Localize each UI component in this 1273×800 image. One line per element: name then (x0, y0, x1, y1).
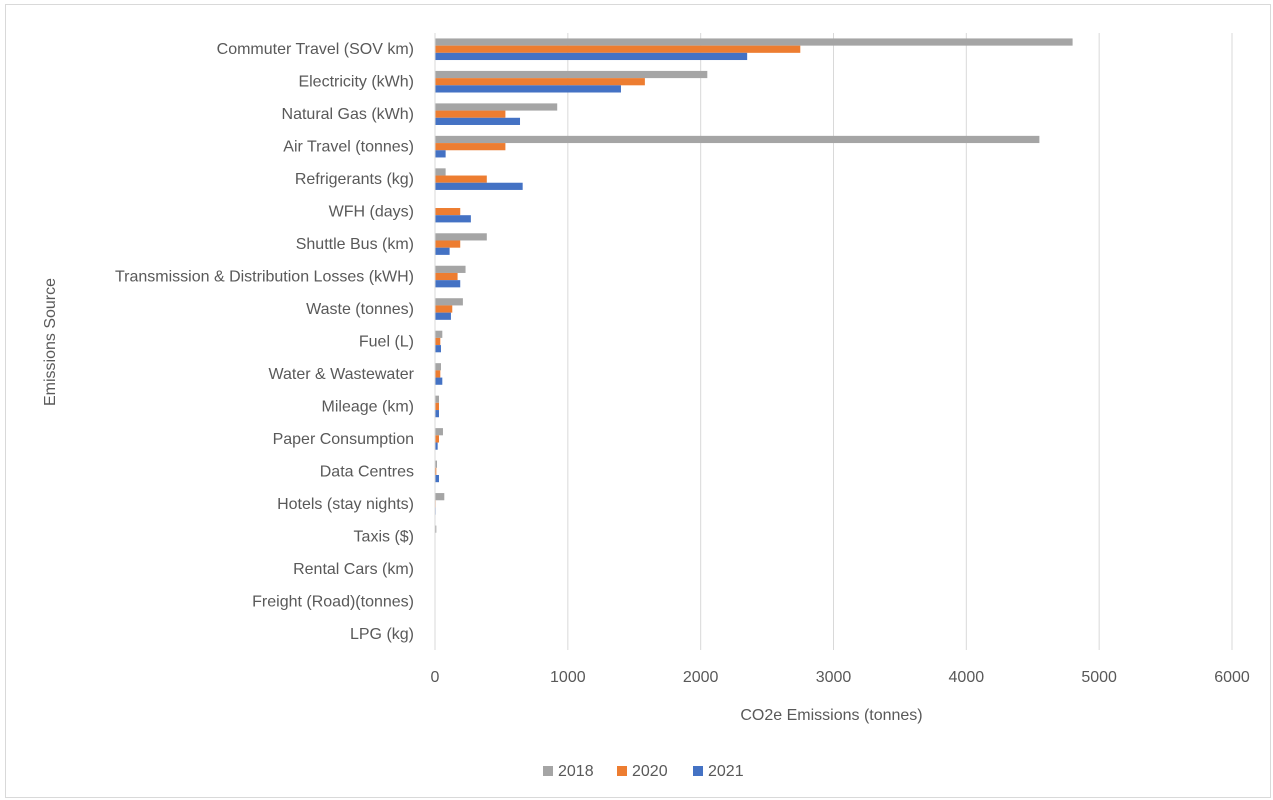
bar-2018 (435, 330, 443, 338)
bar-2018 (435, 460, 437, 468)
x-tick-labels: 0 1000 2000 3000 4000 5000 6000 (431, 669, 1250, 686)
category-label: Electricity (kWh) (298, 74, 414, 91)
x-tick-label: 6000 (1214, 669, 1250, 686)
bar-2021 (435, 377, 443, 385)
bar-2021 (435, 215, 471, 223)
bar-2018 (435, 428, 443, 436)
category-label: Paper Consumption (273, 431, 414, 448)
legend-label-2018: 2018 (558, 763, 594, 780)
category-label: Fuel (L) (359, 334, 414, 351)
category-label: Mileage (km) (322, 398, 414, 415)
bar-2020 (435, 402, 439, 411)
bar-2020 (435, 208, 461, 216)
category-labels: Commuter Travel (SOV km) Electricity (kWh… (115, 41, 415, 643)
bar-2021 (435, 85, 621, 93)
category-label: Commuter Travel (SOV km) (217, 41, 414, 58)
bar-2020 (435, 370, 441, 378)
x-tick-label: 0 (431, 669, 440, 686)
bar-2021 (435, 182, 523, 190)
bar-2018 (435, 525, 437, 533)
category-label: LPG (kg) (350, 626, 414, 643)
x-tick-label: 5000 (1081, 669, 1117, 686)
bar-2020 (435, 45, 801, 53)
bar-2020 (435, 175, 487, 183)
bar-2020 (435, 467, 437, 475)
bar-2018 (435, 103, 558, 111)
category-label: Rental Cars (km) (293, 561, 414, 578)
bar-2020 (435, 240, 461, 248)
category-label: Natural Gas (kWh) (282, 106, 414, 123)
legend-label-2020: 2020 (632, 763, 668, 780)
bar-2018 (435, 38, 1073, 46)
legend-swatch-2018 (543, 766, 553, 776)
legend-swatch-2021 (693, 766, 703, 776)
category-label: Taxis ($) (354, 528, 414, 545)
category-label: WFH (days) (329, 204, 414, 221)
category-label: Waste (tonnes) (306, 301, 414, 318)
x-tick-label: 4000 (949, 669, 985, 686)
x-axis-title: CO2e Emissions (tonnes) (740, 707, 922, 724)
category-label: Transmission & Distribution Losses (kWH) (115, 269, 414, 286)
bar-2020 (435, 337, 441, 346)
bar-2021 (435, 52, 748, 61)
category-label: Hotels (stay nights) (277, 496, 414, 513)
y-axis-title: Emissions Source (42, 278, 59, 406)
bars (435, 38, 1073, 645)
bar-2020 (435, 143, 506, 151)
legend-label-2021: 2021 (708, 763, 744, 780)
bar-2018 (435, 265, 466, 273)
bar-2021 (435, 345, 441, 353)
bar-2021 (435, 474, 439, 483)
bar-2021 (435, 117, 521, 125)
bar-2020 (435, 305, 453, 313)
bar-2020 (435, 110, 506, 118)
category-label: Refrigerants (kg) (295, 171, 414, 188)
gridlines (567, 33, 1233, 650)
bar-2018 (435, 233, 487, 241)
bar-2021 (435, 280, 461, 288)
bar-2018 (435, 70, 708, 79)
legend-swatch-2020 (617, 766, 627, 776)
bar-2018 (435, 363, 441, 371)
bar-2020 (435, 435, 439, 443)
bar-2021 (435, 247, 450, 255)
bar-2018 (435, 395, 439, 403)
x-tick-label: 2000 (683, 669, 719, 686)
x-tick-label: 3000 (816, 669, 852, 686)
bar-2020 (435, 78, 645, 86)
bar-2018 (435, 135, 1040, 144)
legend: 2018 2020 2021 (543, 763, 744, 780)
category-label: Air Travel (tonnes) (283, 139, 414, 156)
category-label: Data Centres (320, 463, 414, 480)
category-label: Water & Wastewater (268, 366, 414, 383)
bar-2021 (435, 150, 446, 158)
bar-2021 (435, 312, 451, 320)
bar-2021 (435, 410, 439, 418)
bar-2018 (435, 298, 463, 306)
category-label: Freight (Road)(tonnes) (252, 593, 414, 610)
bar-2018 (435, 493, 445, 501)
bar-2018 (435, 168, 446, 176)
category-label: Shuttle Bus (km) (296, 236, 414, 253)
x-tick-label: 1000 (550, 669, 586, 686)
bar-2021 (435, 442, 438, 450)
bar-2020 (435, 272, 458, 281)
